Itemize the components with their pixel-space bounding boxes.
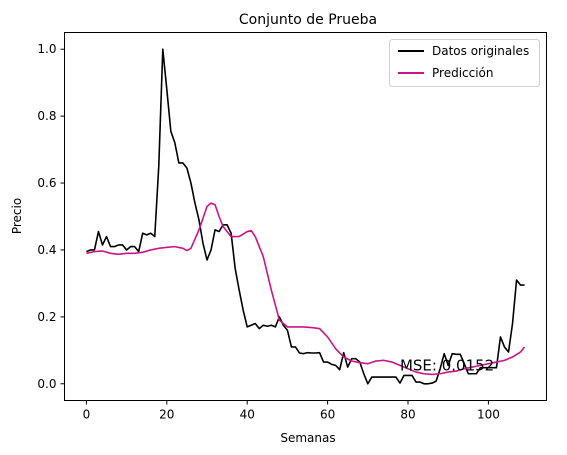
series-line-prediccion	[86, 202, 526, 376]
legend-label-datos-originales: Datos originales	[432, 44, 529, 58]
legend-label-prediccion: Predicción	[432, 66, 494, 80]
y-tick-label: 0.4	[37, 243, 56, 257]
x-axis: 0 20 40 60 80 100	[83, 400, 500, 422]
y-tick-label: 0.8	[37, 109, 56, 123]
y-tick-label: 1.0	[37, 42, 56, 56]
series-layer	[86, 48, 526, 385]
y-tick-label: 0.6	[37, 176, 56, 190]
legend-box	[389, 39, 540, 87]
x-tick-label: 60	[320, 408, 335, 422]
x-tick-label: 80	[400, 408, 415, 422]
x-tick-label: 0	[83, 408, 91, 422]
x-tick-label: 20	[159, 408, 174, 422]
legend: Datos originales Predicción	[389, 39, 540, 87]
x-tick-label: 100	[477, 408, 500, 422]
y-tick-label: 0.2	[37, 310, 56, 324]
mse-annotation: MSE: 0.0152	[400, 356, 494, 374]
chart-title: Conjunto de Prueba	[239, 12, 377, 28]
y-axis-label: Precio	[10, 198, 24, 234]
plot-frame	[64, 32, 547, 401]
series-line-datos-originales	[86, 48, 525, 385]
x-axis-label: Semanas	[280, 431, 335, 445]
y-axis: 0.0 0.2 0.4 0.6 0.8 1.0	[37, 42, 65, 391]
y-tick-label: 0.0	[37, 377, 56, 391]
x-tick-label: 40	[240, 408, 255, 422]
plot-area	[64, 32, 547, 401]
